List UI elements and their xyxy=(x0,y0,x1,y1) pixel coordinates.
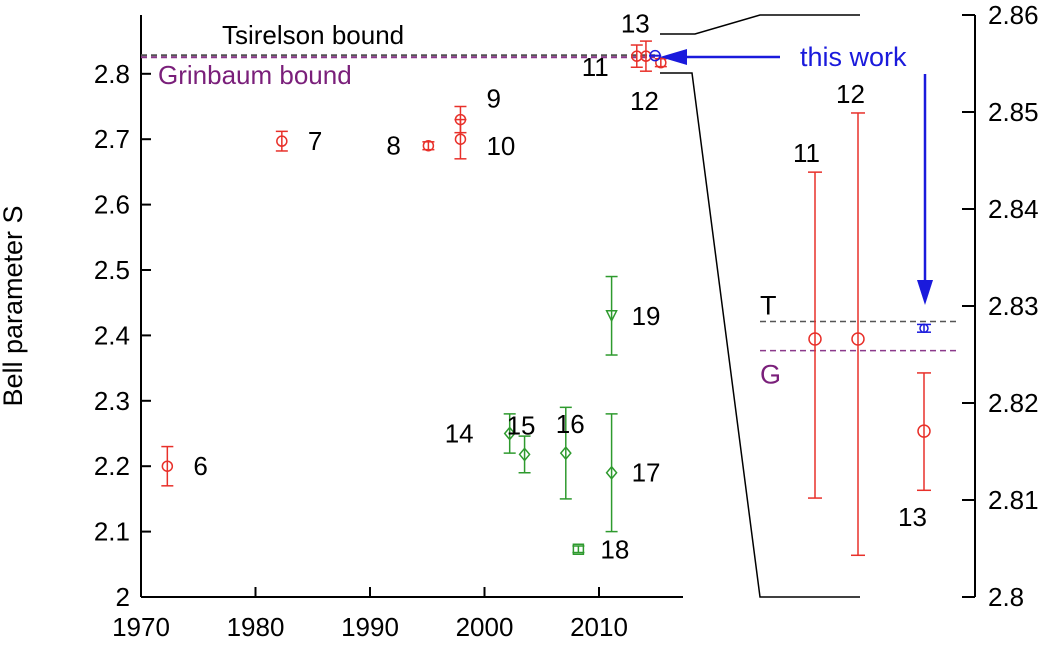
y-tick-label: 2.2 xyxy=(94,451,130,481)
inset-y-tick-label: 2.81 xyxy=(988,485,1039,515)
inset-bound-label: T xyxy=(760,291,777,321)
y-tick-label: 2 xyxy=(116,582,130,612)
point-label: 15 xyxy=(507,410,536,440)
inset-y-tick-label: 2.82 xyxy=(988,388,1039,418)
x-tick-label: 1970 xyxy=(112,612,170,642)
point-label: 13 xyxy=(621,9,650,39)
point-label: 14 xyxy=(445,419,474,449)
data-point xyxy=(655,56,667,69)
x-tick-label: 2000 xyxy=(456,612,514,642)
y-tick-label: 2.5 xyxy=(94,255,130,285)
data-point xyxy=(422,139,435,152)
point-label: 10 xyxy=(486,131,515,161)
point-label: 6 xyxy=(193,451,207,481)
annotation-label: this work xyxy=(800,42,907,72)
data-point xyxy=(605,465,618,480)
bound-label: Tsirelson bound xyxy=(222,20,404,50)
inset-bound-label: G xyxy=(760,360,781,390)
point-label: 7 xyxy=(308,126,322,156)
inset-data-point xyxy=(851,332,865,346)
y-axis-label: Bell parameter S xyxy=(0,205,28,406)
inset-data-point xyxy=(808,332,822,346)
inset-y-tick-label: 2.83 xyxy=(988,291,1039,321)
bound-label: Grinbaum bound xyxy=(158,60,352,90)
inset-data-point xyxy=(917,424,931,438)
arrow-head xyxy=(917,280,933,305)
main-plot: 1970 1980 1990 2000 2010 2 2.1 2.2 2.3 2.4 2.5 2.6 2… xyxy=(94,9,933,642)
point-label: 9 xyxy=(486,84,500,114)
inset-plot: 2.8 2.81 2.82 2.83 2.84 2.85 2.86 T G 11 12 13 xyxy=(760,0,1039,612)
inset-data-point xyxy=(919,323,929,334)
point-label: 11 xyxy=(582,52,609,82)
arrow-head xyxy=(660,49,687,65)
point-label: 17 xyxy=(632,458,661,488)
point-label: 19 xyxy=(632,301,661,331)
point-label: 8 xyxy=(386,131,400,161)
y-tick-label: 2.8 xyxy=(94,59,130,89)
y-tick-label: 2.7 xyxy=(94,124,130,154)
zoom-connector xyxy=(660,72,860,598)
point-label: 16 xyxy=(556,409,585,439)
data-point xyxy=(605,310,618,323)
y-tick-label: 2.4 xyxy=(94,320,130,350)
y-tick-label: 2.1 xyxy=(94,517,130,547)
inset-point-label: 12 xyxy=(836,79,865,109)
x-tick-label: 1980 xyxy=(227,612,285,642)
data-point xyxy=(631,50,643,62)
data-point xyxy=(161,460,174,472)
data-point xyxy=(503,426,516,441)
inset-y-tick-label: 2.84 xyxy=(988,194,1039,224)
inset-y-tick-label: 2.8 xyxy=(988,582,1024,612)
inset-y-tick-label: 2.85 xyxy=(988,97,1039,127)
inset-y-tick-label: 2.86 xyxy=(988,0,1039,30)
data-point xyxy=(454,133,467,145)
x-tick-label: 2010 xyxy=(570,612,628,642)
inset-point-label: 11 xyxy=(793,138,820,168)
point-label: 18 xyxy=(600,534,629,564)
inset-point-label: 13 xyxy=(898,502,927,532)
data-point xyxy=(572,543,585,556)
data-point xyxy=(276,135,288,147)
data-point xyxy=(559,445,572,461)
data-point xyxy=(649,49,661,62)
x-tick-label: 1990 xyxy=(341,612,399,642)
y-tick-label: 2.6 xyxy=(94,190,130,220)
y-tick-label: 2.3 xyxy=(94,386,130,416)
data-point xyxy=(518,447,531,462)
point-label: 12 xyxy=(630,86,659,116)
zoom-connector xyxy=(660,14,860,35)
